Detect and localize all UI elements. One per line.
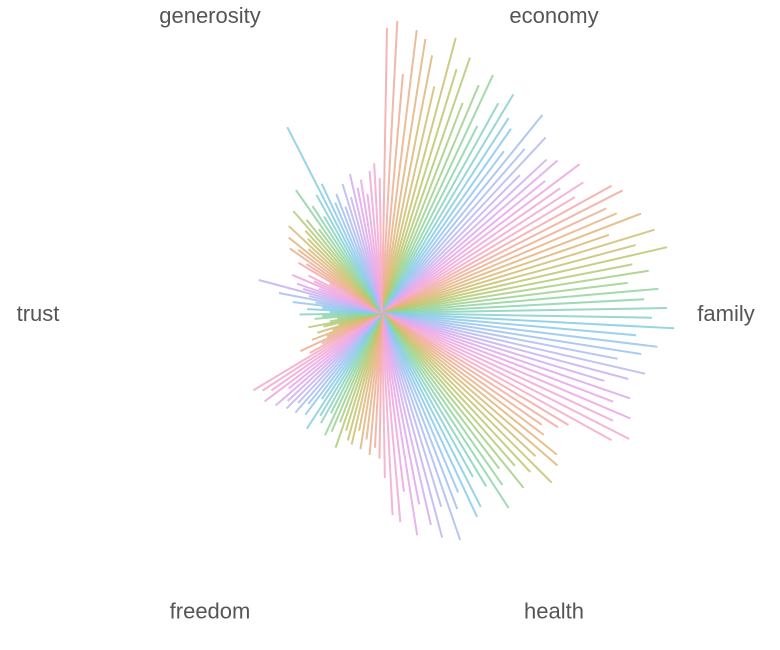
radial-bar (381, 20, 399, 314)
radial-bar (381, 312, 618, 360)
radial-bar (381, 148, 526, 314)
radial-bar (381, 281, 628, 314)
radial-bar (381, 174, 521, 314)
radial-bar (381, 86, 436, 314)
radial-bar (381, 312, 613, 442)
axis-label: family (697, 301, 754, 326)
radial-bar (381, 312, 510, 509)
radial-bar (381, 73, 404, 314)
radial-bar (381, 307, 667, 314)
radial-bar (381, 189, 624, 314)
radial-bar (381, 312, 525, 489)
radial-bar (381, 57, 471, 314)
radial-bar (381, 312, 444, 538)
radial-bar (381, 212, 618, 314)
radial-bar (381, 312, 482, 508)
radial-bar (381, 30, 418, 314)
axis-label: freedom (170, 599, 251, 624)
radial-bar (381, 312, 532, 473)
radial-bar (381, 312, 631, 420)
radial-bar (381, 312, 675, 330)
radial-bar (381, 181, 584, 314)
radial-bar (381, 312, 478, 518)
radial-bar (381, 180, 546, 314)
radial-bar (381, 184, 613, 314)
radial-bar (381, 228, 655, 314)
radial-bar (381, 312, 545, 436)
radial-bar (381, 312, 516, 467)
radial-bar (381, 84, 480, 314)
radial-bar (381, 312, 474, 478)
radial-bar (381, 128, 512, 314)
axis-label: trust (17, 301, 60, 326)
radial-bar (381, 312, 432, 526)
radial-bar (381, 233, 610, 314)
radial-bar (381, 136, 547, 314)
radial-bar (381, 312, 614, 422)
radial-bar (381, 244, 636, 314)
radial-bar (381, 312, 537, 457)
radial-bar (381, 312, 605, 382)
radial-bar (381, 312, 402, 523)
radial-bar (381, 312, 394, 516)
radial-bar (381, 38, 427, 314)
radial-bar (381, 117, 510, 314)
radial-bar (381, 312, 637, 337)
radial-bar (381, 312, 642, 356)
radial-bar (381, 312, 629, 380)
radial-bar (381, 102, 464, 314)
radial-bar (381, 114, 544, 314)
radial-bar (381, 312, 631, 400)
axis-label: generosity (159, 3, 261, 28)
radial-bar (381, 312, 488, 488)
radial-bar (381, 312, 501, 470)
radial-bar (381, 55, 434, 314)
axis-label: economy (509, 3, 598, 28)
radial-bar (381, 207, 607, 314)
radial-bar (381, 196, 576, 314)
radial-bar (381, 298, 645, 314)
radial-bar (381, 312, 443, 507)
radial-bar (381, 312, 614, 403)
radial-bar (381, 312, 652, 319)
radial-bar (381, 159, 559, 314)
radial-bar (381, 37, 457, 314)
radial-bar (381, 312, 459, 510)
radial-bar (381, 312, 419, 536)
radial-bar (381, 269, 649, 314)
radial-bar (381, 312, 462, 541)
radial-bar (381, 312, 543, 426)
radial-bar (381, 312, 646, 375)
radial-bar (381, 312, 569, 426)
axis-label: health (524, 599, 584, 624)
radial-bar (381, 312, 559, 429)
radial-bar (381, 312, 504, 486)
radial-bar (381, 263, 633, 314)
radial-bar (381, 312, 553, 484)
radial-bar (381, 312, 658, 348)
radial-bar (381, 102, 500, 314)
radial-bar (381, 312, 630, 440)
radial-bar (381, 163, 581, 314)
radial-bar (381, 246, 668, 314)
radial-bar (381, 150, 505, 314)
radial-bar (286, 126, 383, 314)
radial-bar (381, 68, 458, 314)
radial-bar (381, 212, 642, 314)
radial-bar (378, 178, 383, 314)
radial-bar (381, 312, 460, 493)
radial-bar (381, 74, 494, 314)
radial-bar (381, 125, 479, 314)
radial-bar (381, 158, 548, 314)
radial-bar (381, 312, 559, 467)
radial-bar (381, 287, 659, 314)
radial-bar (381, 187, 561, 314)
radial-bar (381, 312, 558, 456)
radial-bar (381, 28, 388, 314)
radial-bar (381, 93, 515, 314)
radial-bar (381, 312, 405, 492)
radial-bar (381, 312, 421, 505)
